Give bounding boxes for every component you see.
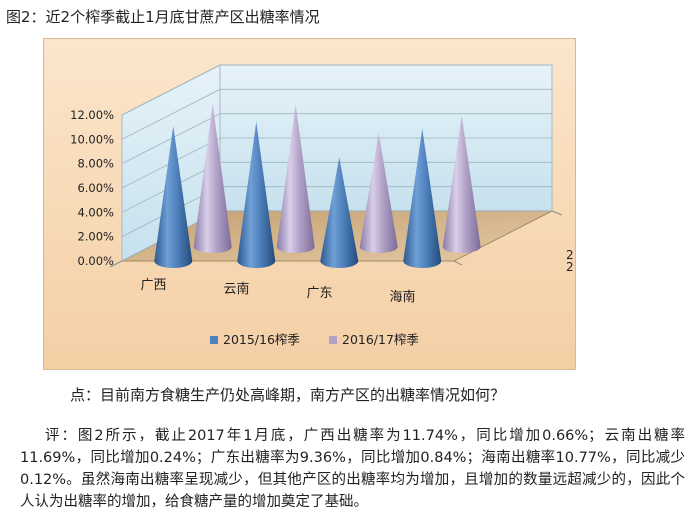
cone-series1-body	[237, 121, 276, 268]
floor-edge	[109, 260, 123, 268]
depth-axis-label: 2	[566, 248, 574, 262]
y-tick-label: 10.00%	[70, 132, 114, 146]
legend-label: 2016/17榨季	[342, 332, 419, 347]
gridline	[121, 137, 552, 189]
floor-edge	[453, 260, 463, 266]
cone-series2-body	[359, 133, 398, 253]
cone-series2	[442, 115, 481, 253]
y-tick-label: 2.00%	[77, 230, 114, 244]
gridline	[121, 113, 552, 165]
y-tick-label: 6.00%	[77, 181, 114, 195]
y-tick-label: 4.00%	[77, 205, 114, 219]
cone-series1	[154, 126, 193, 268]
cone-series1	[320, 157, 359, 268]
depth-axis-label: 2	[566, 260, 574, 274]
cone-series2	[359, 133, 398, 253]
gridline	[121, 88, 552, 140]
cone-series2-body	[193, 104, 232, 253]
cone-series1	[403, 128, 442, 268]
cone-series2	[276, 104, 315, 253]
legend-label: 2015/16榨季	[223, 332, 300, 347]
cone-series2	[193, 104, 232, 253]
chart-area: 0.00% 2.00% 4.00% 6.00% 8.00% 10.00% 12.00% 广西…	[43, 38, 576, 370]
y-tick-label: 8.00%	[77, 157, 114, 171]
x-category-label: 云南	[223, 281, 249, 297]
y-tick-label: 12.00%	[70, 108, 114, 122]
cone-chart: 0.00% 2.00% 4.00% 6.00% 8.00% 10.00% 12.00% 广西…	[70, 64, 574, 347]
gridline	[121, 64, 552, 116]
y-tick-label: 0.00%	[77, 254, 114, 268]
question-text: 点：目前南方食糖生产仍处高峰期，南方产区的出糖率情况如何？	[70, 386, 506, 404]
cone-series1-body	[320, 157, 359, 268]
x-category-label: 广东	[306, 286, 332, 301]
legend-swatch	[329, 336, 337, 344]
cone-series2-body	[276, 104, 315, 253]
cone-series1-body	[403, 128, 442, 268]
cone-series2-body	[442, 115, 481, 253]
x-category-label: 海南	[389, 289, 415, 305]
comment-paragraph: 评：图2所示，截止2017年1月底，广西出糖率为11.74%，同比增加0.66%…	[20, 428, 685, 510]
floor-edge	[551, 210, 563, 216]
x-category-label: 广西	[140, 278, 166, 293]
cone-series1-body	[154, 126, 193, 268]
figure-caption: 图2：近2个榨季截止1月底甘蔗产区出糖率情况	[6, 8, 320, 26]
legend-swatch	[210, 336, 218, 344]
cone-series1	[237, 121, 276, 268]
